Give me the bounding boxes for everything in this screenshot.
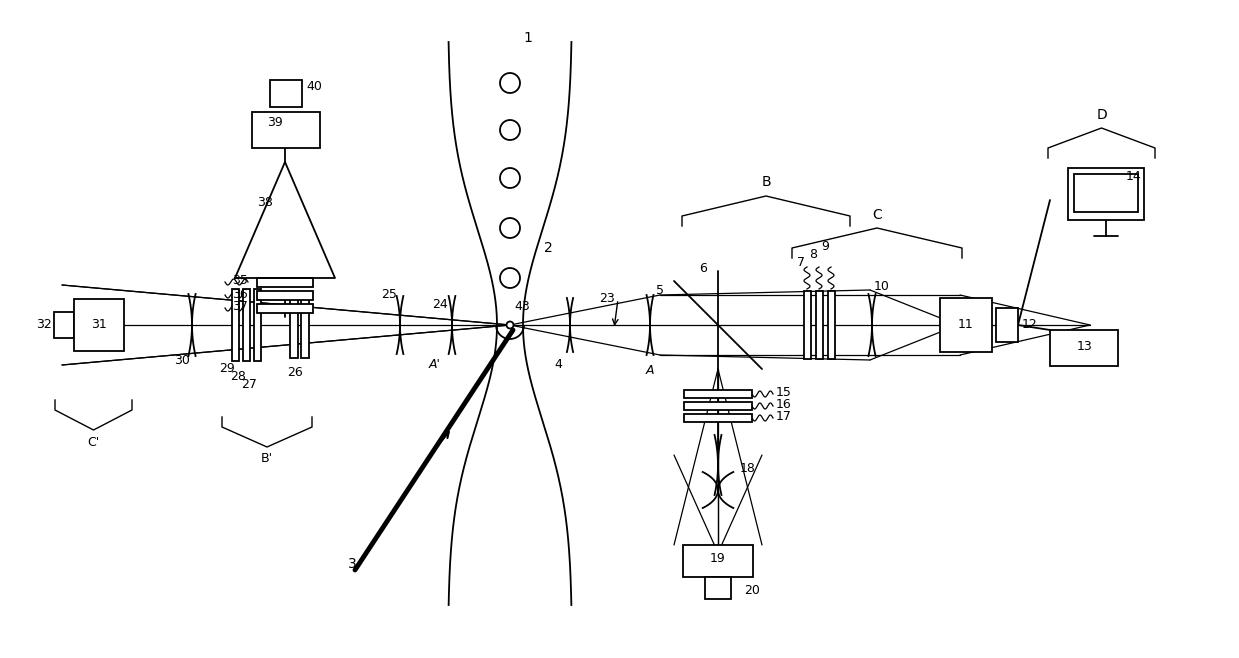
Text: 5: 5 bbox=[655, 284, 664, 297]
Text: B': B' bbox=[261, 453, 273, 465]
Bar bbox=[252, 112, 320, 148]
Text: 18: 18 bbox=[740, 461, 756, 474]
Circle shape bbox=[501, 268, 520, 288]
Text: 17: 17 bbox=[776, 409, 792, 422]
Text: 10: 10 bbox=[873, 280, 890, 293]
Bar bbox=[232, 289, 239, 361]
Bar bbox=[256, 304, 313, 313]
Text: 29: 29 bbox=[219, 363, 235, 376]
Text: 43: 43 bbox=[514, 301, 530, 313]
Bar bbox=[684, 414, 752, 422]
Text: 30: 30 bbox=[173, 355, 190, 368]
Bar bbox=[705, 577, 731, 599]
Bar bbox=[256, 291, 313, 300]
Bar bbox=[301, 292, 309, 358]
Bar bbox=[74, 299, 124, 351]
Text: 6: 6 bbox=[699, 263, 707, 276]
Text: 31: 31 bbox=[92, 318, 107, 332]
Text: 3: 3 bbox=[348, 557, 357, 571]
Text: 39: 39 bbox=[268, 116, 282, 128]
Text: 12: 12 bbox=[1022, 318, 1038, 332]
Text: 13: 13 bbox=[1077, 340, 1093, 353]
Text: 20: 20 bbox=[743, 584, 760, 597]
Text: 28: 28 bbox=[230, 370, 245, 384]
Text: 25: 25 bbox=[382, 288, 396, 301]
Text: 1: 1 bbox=[524, 31, 533, 45]
Circle shape bbox=[501, 168, 520, 188]
Text: 15: 15 bbox=[776, 386, 792, 399]
Text: 16: 16 bbox=[776, 397, 792, 411]
Text: 14: 14 bbox=[1126, 170, 1142, 184]
Bar bbox=[683, 545, 753, 577]
Bar bbox=[684, 390, 752, 398]
Text: 7: 7 bbox=[797, 257, 805, 270]
Text: 9: 9 bbox=[821, 241, 829, 253]
Text: B: B bbox=[761, 175, 771, 189]
Text: 37: 37 bbox=[232, 301, 248, 313]
Bar bbox=[996, 308, 1018, 342]
Text: 24: 24 bbox=[432, 299, 447, 311]
Bar bbox=[270, 80, 302, 107]
Bar bbox=[940, 298, 992, 352]
Text: 23: 23 bbox=[600, 291, 615, 305]
Bar bbox=[1074, 174, 1137, 212]
Text: 11: 11 bbox=[958, 318, 974, 332]
Text: 2: 2 bbox=[544, 241, 553, 255]
Bar bbox=[1068, 168, 1144, 220]
Bar bbox=[1049, 330, 1118, 366]
Circle shape bbox=[501, 218, 520, 238]
Text: 8: 8 bbox=[809, 249, 817, 261]
Bar bbox=[256, 278, 313, 287]
Bar bbox=[804, 291, 812, 359]
Text: 40: 40 bbox=[306, 80, 322, 93]
Bar bbox=[254, 289, 261, 361]
Bar bbox=[55, 312, 74, 338]
Text: 4: 4 bbox=[554, 359, 563, 372]
Text: 26: 26 bbox=[287, 365, 302, 378]
Bar bbox=[817, 291, 823, 359]
Bar bbox=[290, 292, 299, 358]
Text: 38: 38 bbox=[256, 195, 273, 209]
Text: D: D bbox=[1097, 108, 1106, 122]
Bar bbox=[828, 291, 835, 359]
Text: 19: 19 bbox=[710, 551, 726, 565]
Text: A': A' bbox=[429, 359, 441, 372]
Text: 27: 27 bbox=[242, 378, 256, 392]
Text: 35: 35 bbox=[232, 274, 248, 288]
Text: 36: 36 bbox=[232, 288, 248, 301]
Text: 32: 32 bbox=[36, 318, 52, 332]
Text: A: A bbox=[646, 365, 654, 378]
Circle shape bbox=[501, 120, 520, 140]
Circle shape bbox=[507, 322, 513, 328]
Text: C': C' bbox=[88, 436, 99, 449]
Circle shape bbox=[501, 73, 520, 93]
Bar bbox=[243, 289, 250, 361]
Text: C: C bbox=[872, 208, 882, 222]
Bar bbox=[684, 402, 752, 410]
